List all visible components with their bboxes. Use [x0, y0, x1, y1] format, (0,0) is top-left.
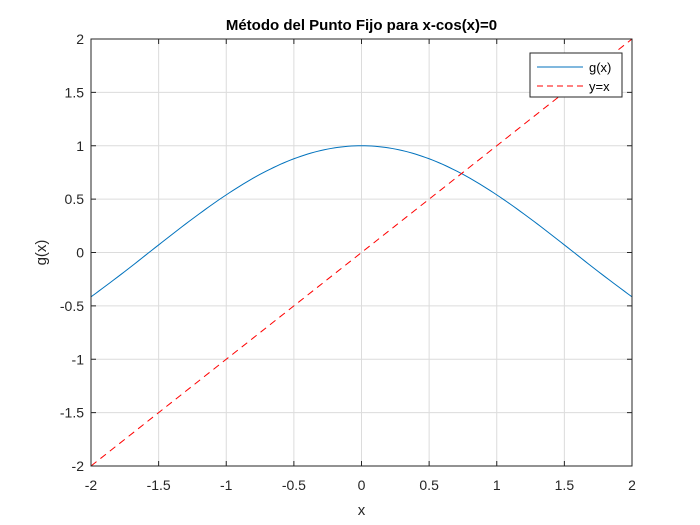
x-tick-label: 2: [628, 477, 636, 493]
legend: g(x) y=x: [529, 52, 623, 98]
y-tick-label: -1.5: [60, 405, 84, 421]
y-tick-label: -1: [72, 351, 85, 367]
series-line-yx: [90, 38, 633, 467]
y-tick-label: -2: [72, 458, 85, 474]
ticks: -2 -1.5 -1 -0.5 0 0.5 1 1.5 2 -2 -1.5 -1 -0.5 0 0.5 1 1.…: [60, 31, 636, 493]
y-tick-label: 1.5: [65, 84, 85, 100]
x-tick-label: 1.5: [555, 477, 575, 493]
y-tick-label: 0: [76, 245, 84, 261]
x-tick-label: -0.5: [282, 477, 306, 493]
x-tick-label: -1.5: [147, 477, 171, 493]
x-tick-label: 0: [358, 477, 366, 493]
y-tick-label: 2: [76, 31, 84, 47]
legend-label-yx: y=x: [589, 79, 610, 94]
legend-box: [529, 52, 623, 98]
legend-label-g: g(x): [589, 60, 611, 75]
series-layer: [90, 38, 633, 467]
x-tick-label: -2: [85, 477, 98, 493]
chart-title: Método del Punto Fijo para x-cos(x)=0: [226, 17, 497, 34]
y-tick-label: 0.5: [65, 191, 85, 207]
x-tick-label: 0.5: [419, 477, 439, 493]
series-line-g: [90, 145, 633, 298]
y-axis-label: g(x): [33, 240, 50, 266]
x-tick-label: -1: [220, 477, 233, 493]
x-axis-label: x: [358, 502, 366, 519]
x-tick-label: 1: [493, 477, 501, 493]
y-tick-label: 1: [76, 138, 84, 154]
y-tick-label: -0.5: [60, 298, 84, 314]
